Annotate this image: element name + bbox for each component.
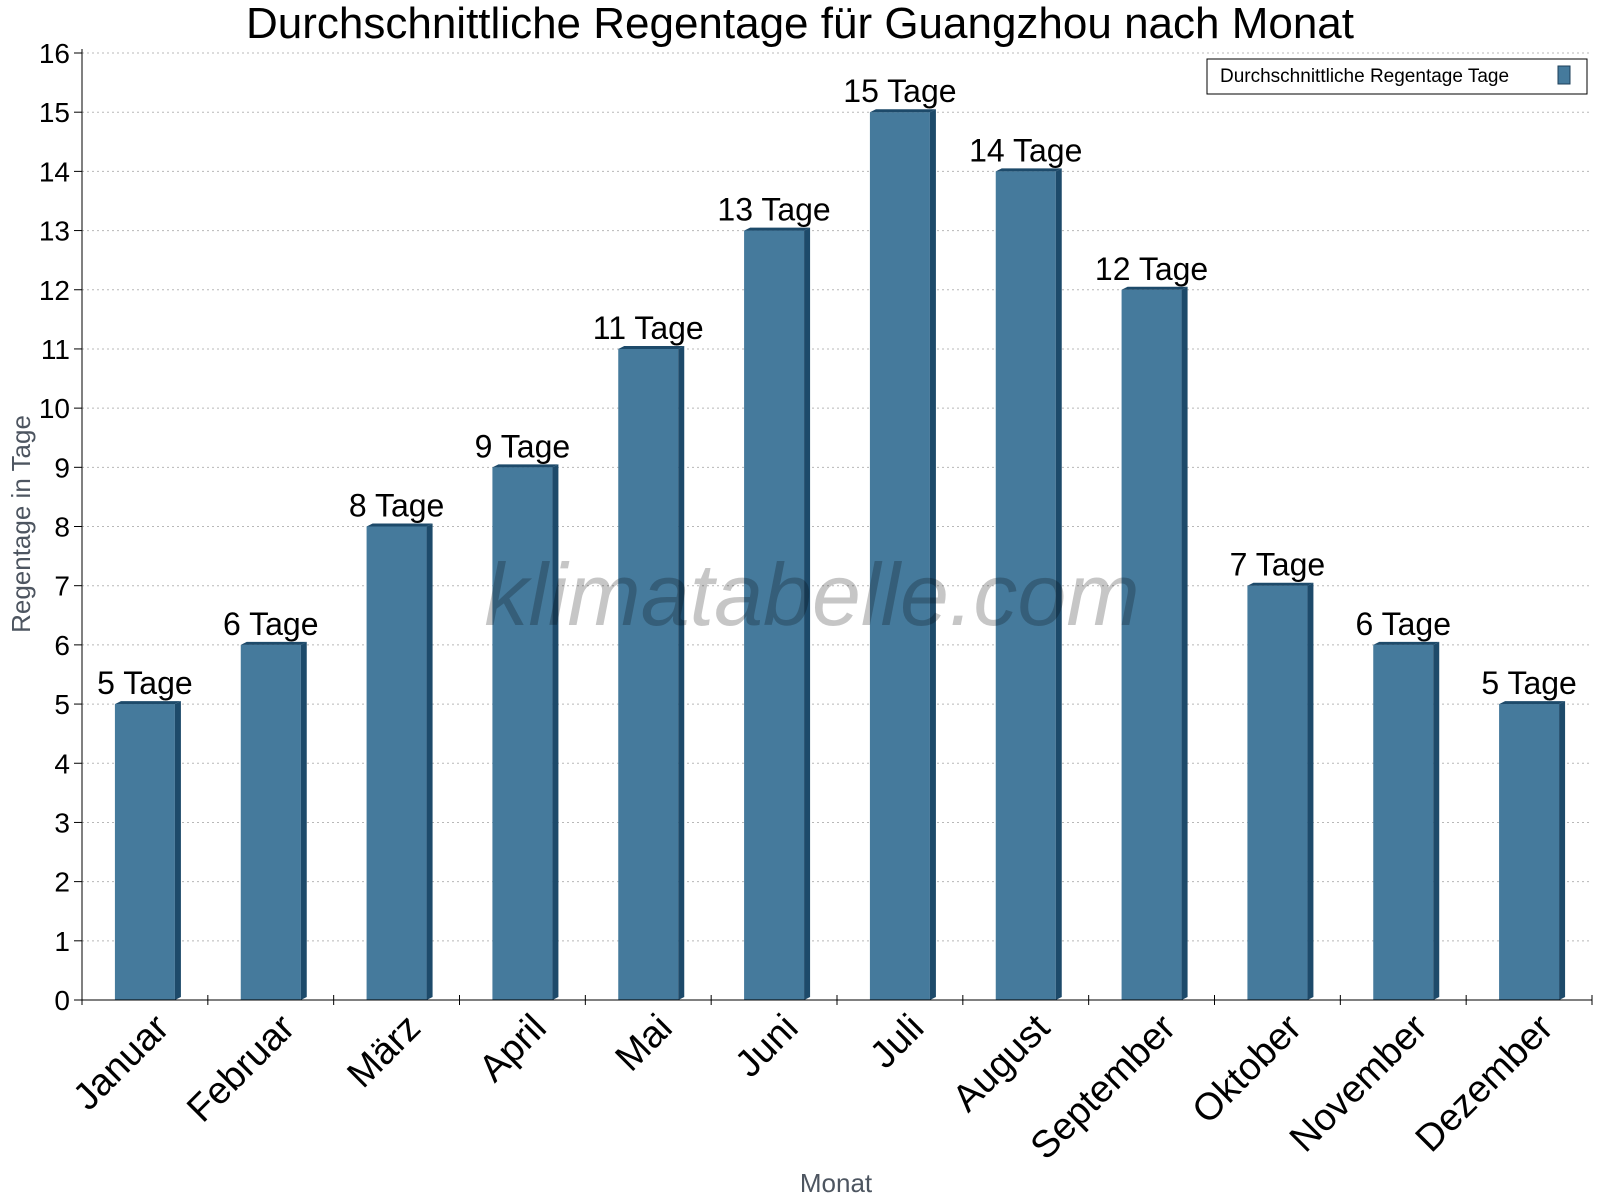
x-axis-title: Monat <box>800 1168 873 1198</box>
bar-side <box>174 701 181 1000</box>
bar-februar <box>240 641 307 1000</box>
bar-side <box>552 464 559 1000</box>
bar-face <box>1121 289 1182 1000</box>
bars <box>114 109 1566 1000</box>
bar-side <box>1433 641 1440 1000</box>
bar-value-label: 7 Tage <box>1230 547 1326 583</box>
y-tick-label: 1 <box>54 926 70 957</box>
y-tick-label: 8 <box>54 512 70 543</box>
bar-side <box>1559 701 1566 1000</box>
bar-value-labels: 5 Tage 6 Tage 8 Tage 9 Tage 11 Tage 13 Tage 15… <box>97 73 1577 701</box>
y-tick-label: 13 <box>39 216 70 247</box>
bar-märz <box>366 523 433 1000</box>
axes <box>74 49 1593 1005</box>
bar-face <box>240 644 301 1000</box>
bar-side <box>929 109 936 1000</box>
bar-value-label: 13 Tage <box>717 192 830 228</box>
bar-face <box>114 704 175 1000</box>
bar-mai <box>618 345 685 1000</box>
bar-value-label: 5 Tage <box>1481 665 1577 701</box>
legend-swatch <box>1557 65 1571 85</box>
chart-title: Durchschnittliche Regentage für Guangzho… <box>246 0 1354 48</box>
bar-value-label: 6 Tage <box>223 606 319 642</box>
bar-august <box>995 168 1062 1000</box>
bar-value-label: 5 Tage <box>97 665 193 701</box>
bar-value-label: 15 Tage <box>843 73 956 109</box>
bar-side <box>1055 168 1062 1000</box>
y-tick-label: 9 <box>54 452 70 483</box>
bar-side <box>678 345 685 1000</box>
y-tick-label: 15 <box>39 97 70 128</box>
legend-box <box>1206 58 1588 95</box>
bar-januar <box>114 701 181 1000</box>
bar-april <box>492 464 559 1000</box>
y-tick-label: 12 <box>39 275 70 306</box>
y-tick-label: 16 <box>39 38 70 69</box>
bar-face <box>744 230 805 1000</box>
bar-dezember <box>1499 701 1566 1000</box>
y-tick-label: 14 <box>39 156 70 187</box>
bar-juli <box>869 109 936 1000</box>
bar-value-label: 14 Tage <box>969 132 1082 168</box>
bar-side <box>804 227 811 1000</box>
bar-face <box>366 526 427 1000</box>
bar-face <box>995 171 1056 1000</box>
y-tick-label: 7 <box>54 571 70 602</box>
bar-top <box>492 464 559 468</box>
y-tick-label: 10 <box>39 393 70 424</box>
bar-top <box>1247 582 1314 586</box>
bar-top <box>1121 286 1188 290</box>
bar-top <box>1499 701 1566 705</box>
bar-face <box>492 467 553 1000</box>
y-tick-label: 0 <box>54 985 70 1016</box>
bar-top <box>869 109 936 113</box>
bar-top <box>618 345 685 349</box>
bar-september <box>1121 286 1188 1000</box>
bar-value-label: 11 Tage <box>593 310 704 346</box>
bar-value-label: 6 Tage <box>1356 606 1452 642</box>
bar-side <box>300 641 307 1000</box>
grid-lines <box>82 52 1592 942</box>
bar-face <box>1373 644 1434 1000</box>
y-tick-label: 11 <box>41 334 70 365</box>
bar-face <box>1247 585 1308 1000</box>
bar-face <box>869 112 930 1000</box>
bar-top <box>1373 641 1440 645</box>
y-tick-label: 3 <box>54 807 70 838</box>
y-axis-title: Regentage in Tage <box>6 415 36 633</box>
legend-label: Durchschnittliche Regentage Tage <box>1220 66 1509 87</box>
bar-top <box>995 168 1062 172</box>
bar-face <box>618 348 679 1000</box>
y-tick-label: 4 <box>54 748 70 779</box>
bar-value-label: 8 Tage <box>349 488 445 524</box>
bar-oktober <box>1247 582 1314 1000</box>
bar-top <box>114 701 181 705</box>
y-tick-label: 6 <box>54 630 70 661</box>
bar-november <box>1373 641 1440 1000</box>
bar-side <box>1181 286 1188 1000</box>
watermark: klimatabelle.com <box>484 545 1139 644</box>
bar-value-label: 9 Tage <box>475 428 571 464</box>
bar-top <box>366 523 433 527</box>
bar-top <box>744 227 811 231</box>
y-tick-label: 2 <box>54 867 70 898</box>
bar-side <box>426 523 433 1000</box>
bar-juni <box>744 227 811 1000</box>
bar-top <box>240 641 307 645</box>
bar-side <box>1307 582 1314 1000</box>
legend: Durchschnittliche Regentage Tage <box>1206 58 1588 95</box>
bar-value-label: 12 Tage <box>1095 251 1208 287</box>
bar-face <box>1499 704 1560 1000</box>
y-tick-label: 5 <box>54 689 70 720</box>
